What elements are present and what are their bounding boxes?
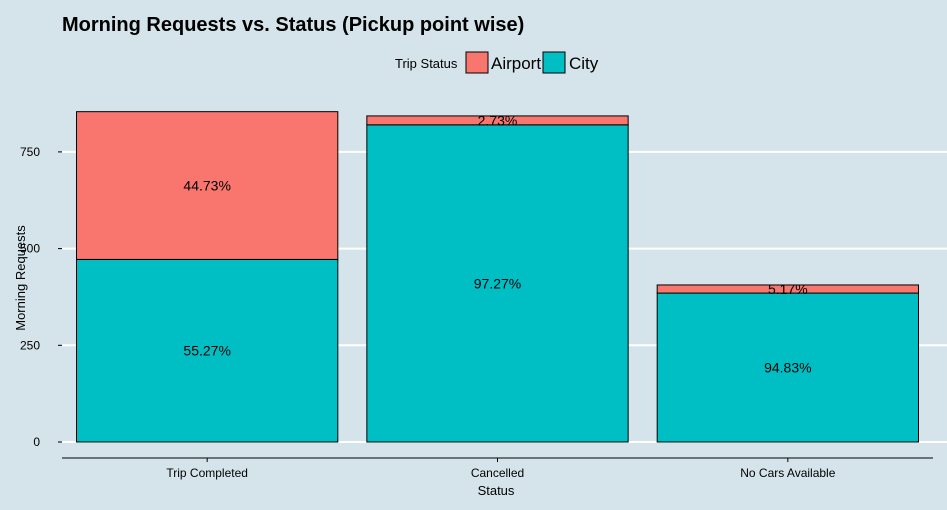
data-label: 44.73% — [183, 178, 230, 194]
bar-city-no-cars-available — [656, 292, 919, 443]
legend-key-airport — [465, 51, 489, 74]
bar-airport-trip-completed — [76, 111, 339, 260]
y-tick-label: 250 — [20, 338, 40, 352]
axes: 0 250 500 750 Trip Completed Cancelled No Cars… — [20, 145, 933, 480]
legend-key-city — [542, 51, 566, 74]
bar-airport-no-cars-available — [656, 284, 919, 294]
x-tick-label: Trip Completed — [166, 466, 248, 480]
bar-city-cancelled — [366, 124, 629, 443]
bar-city-trip-completed — [76, 258, 339, 443]
legend-title: Trip Status — [395, 56, 458, 71]
data-label: 5.17% — [768, 281, 808, 297]
data-label: 55.27% — [183, 343, 230, 359]
x-tick-label: Cancelled — [471, 466, 524, 480]
bar-airport-cancelled — [366, 115, 629, 126]
x-axis-title: Status — [478, 483, 515, 498]
data-labels: 55.27% 44.73% 97.27% 2.73% 94.83% 5.17% — [183, 112, 811, 375]
y-axis-title: Morning Requests — [13, 225, 28, 331]
legend: Trip Status Airport City — [395, 51, 599, 74]
data-label: 94.83% — [764, 360, 811, 376]
y-tick-label: 0 — [33, 435, 40, 449]
y-tick-label: 750 — [20, 145, 40, 159]
legend-label-airport: Airport — [491, 54, 541, 73]
x-tick-label: No Cars Available — [740, 466, 835, 480]
legend-label-city: City — [569, 54, 599, 73]
data-label: 2.73% — [478, 112, 518, 128]
y-tick-label: 500 — [20, 242, 40, 256]
bars — [76, 111, 919, 443]
data-label: 97.27% — [474, 275, 521, 291]
chart-title: Morning Requests vs. Status (Pickup poin… — [62, 14, 524, 36]
